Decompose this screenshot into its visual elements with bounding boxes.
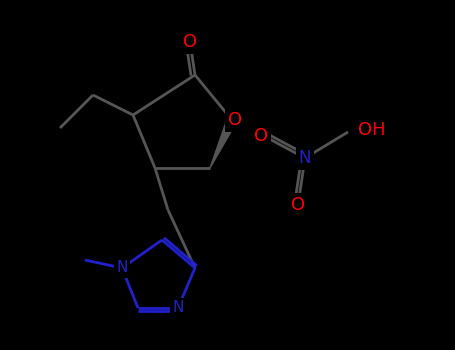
Text: N: N — [116, 260, 128, 275]
Text: O: O — [254, 127, 268, 145]
Text: O: O — [183, 33, 197, 51]
Polygon shape — [210, 118, 237, 168]
Text: O: O — [291, 196, 305, 214]
Text: N: N — [299, 149, 311, 167]
Text: OH: OH — [358, 121, 386, 139]
Text: O: O — [228, 111, 242, 129]
Text: N: N — [172, 301, 184, 315]
